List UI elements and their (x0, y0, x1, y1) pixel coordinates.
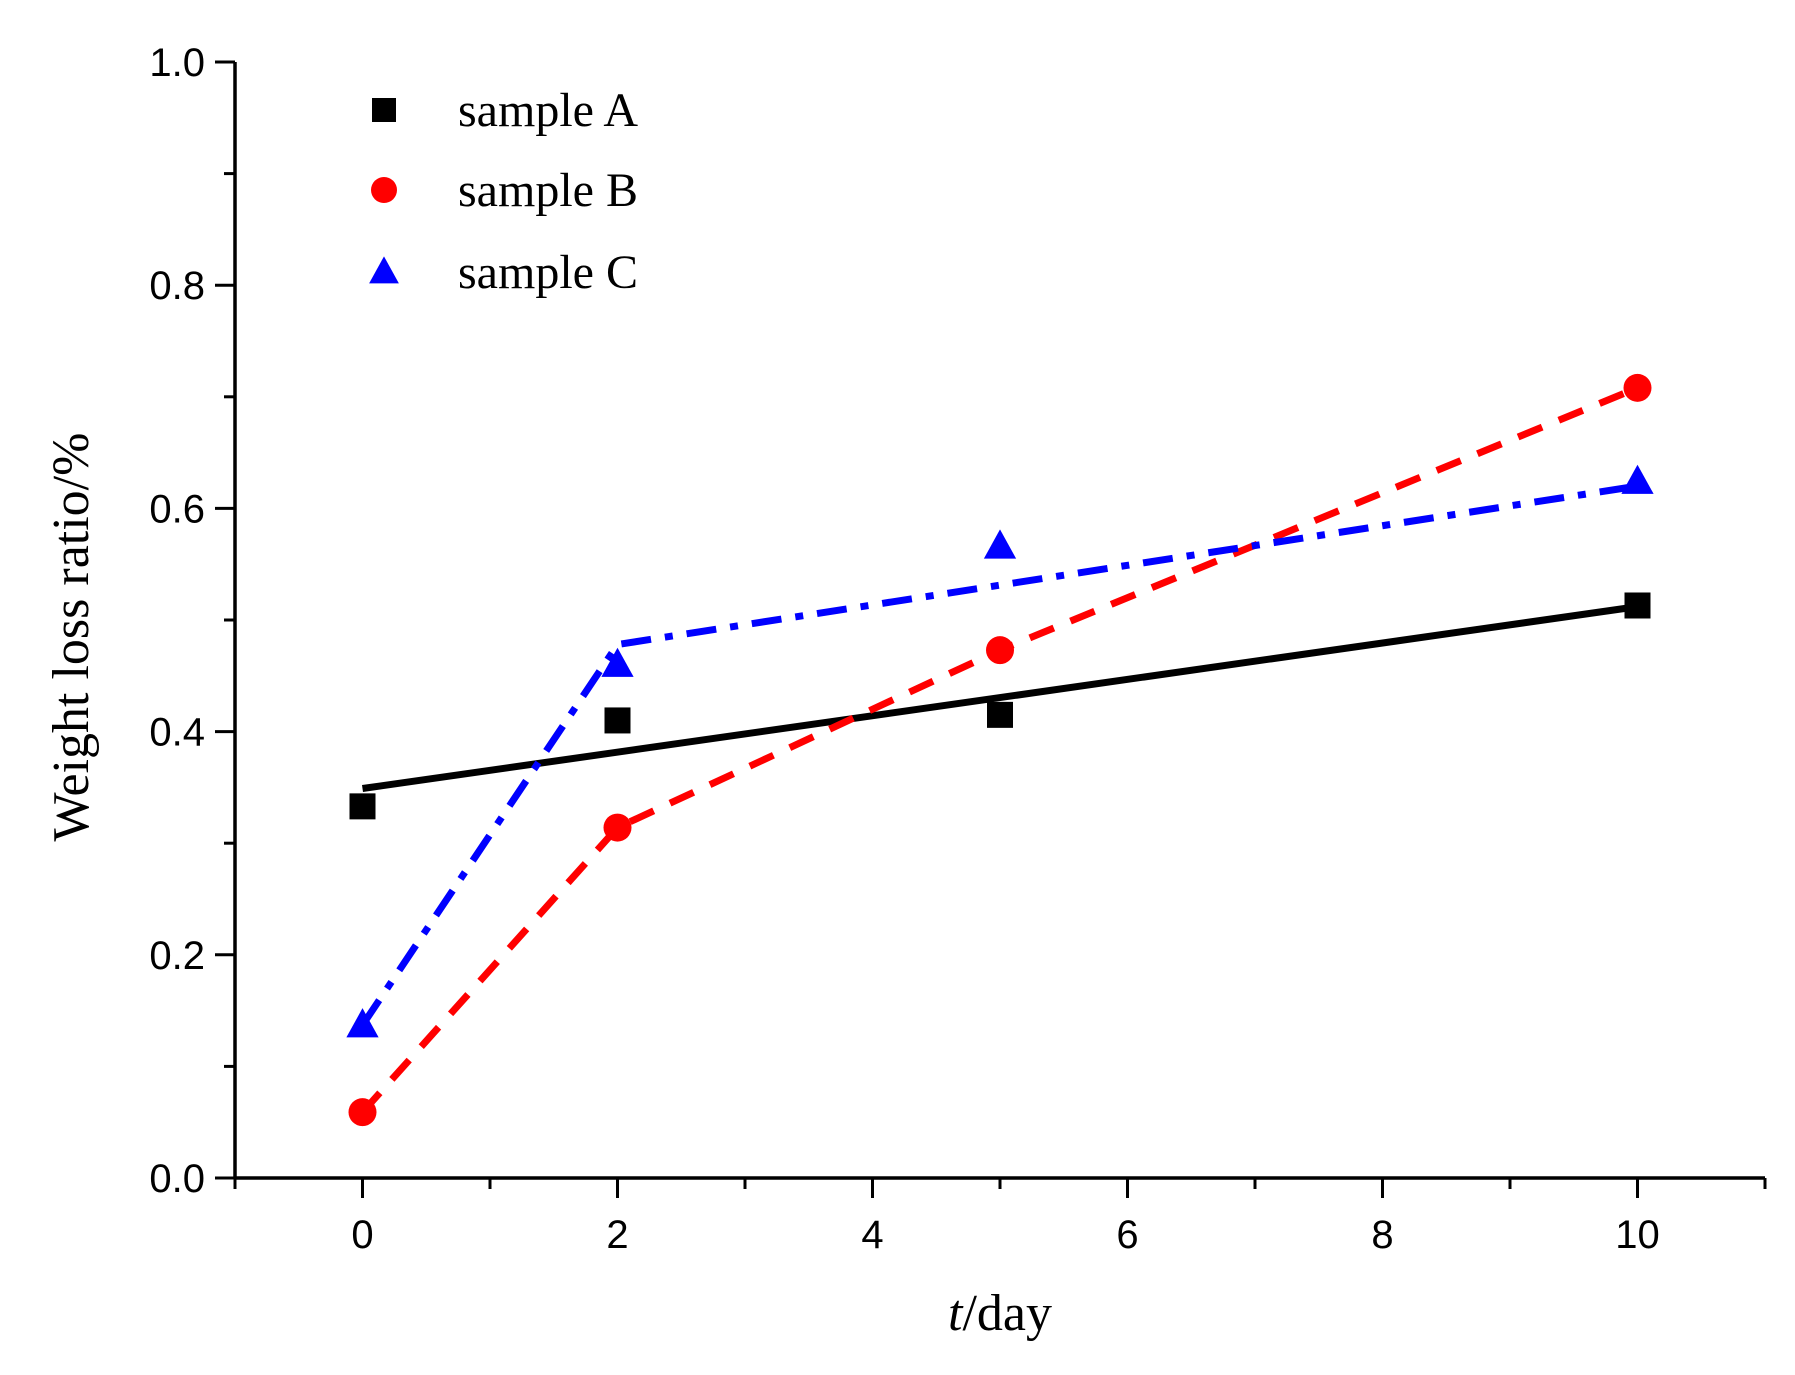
x-axis-title-unit: /day (962, 1285, 1052, 1342)
fit-line-2 (359, 384, 1639, 1115)
x-tick-label: 0 (351, 1213, 373, 1257)
data-point-s2-4 (1623, 373, 1652, 402)
data-point-s3-2 (601, 647, 634, 677)
fit-line-3 (359, 482, 1639, 1028)
legend-label-1: sample A (458, 84, 638, 137)
data-point-s3-1 (346, 1008, 379, 1038)
y-tick-label: 1.0 (149, 41, 205, 85)
data-point-s1-3 (987, 701, 1013, 728)
x-tick-label: 6 (1116, 1213, 1138, 1257)
y-tick-label: 0.2 (149, 934, 205, 978)
x-axis-title: t/day (948, 1285, 1052, 1342)
fit-lines (359, 384, 1639, 1115)
fit-line-1 (362, 603, 1638, 792)
data-point-s2-1 (348, 1098, 377, 1127)
data-point-s1-1 (349, 793, 376, 820)
y-tick-label: 0.8 (149, 264, 205, 308)
x-axis-title-italic: t (948, 1285, 964, 1342)
x-tick-label: 8 (1371, 1213, 1393, 1257)
data-point-s1-4 (1624, 592, 1651, 619)
y-axis-title: Weight loss ratio/% (43, 433, 100, 842)
data-point-s3-3 (983, 529, 1017, 559)
axes: 0 2 4 6 8 10 0.0 0.2 0.4 0.6 0.8 1.0 (149, 41, 1767, 1257)
data-point-s2-3 (986, 636, 1014, 665)
legend-marker-2 (371, 177, 397, 203)
legend-marker-1 (372, 98, 396, 122)
y-tick-label: 0.6 (149, 487, 205, 531)
data-markers (346, 373, 1654, 1127)
legend-label-2: sample B (458, 164, 638, 217)
legend-label-3: sample C (458, 246, 638, 299)
legend-marker-3 (369, 256, 399, 284)
y-tick-label: 0.4 (149, 711, 205, 755)
y-tick-label: 0.0 (149, 1157, 205, 1201)
x-tick-label: 2 (606, 1213, 628, 1257)
x-tick-label: 4 (861, 1213, 883, 1257)
data-point-s1-2 (604, 707, 631, 734)
x-tick-label: 10 (1615, 1213, 1660, 1257)
data-point-s2-2 (603, 813, 632, 842)
legend: sample A sample B sample C (369, 84, 638, 299)
data-point-s3-4 (1621, 464, 1654, 494)
